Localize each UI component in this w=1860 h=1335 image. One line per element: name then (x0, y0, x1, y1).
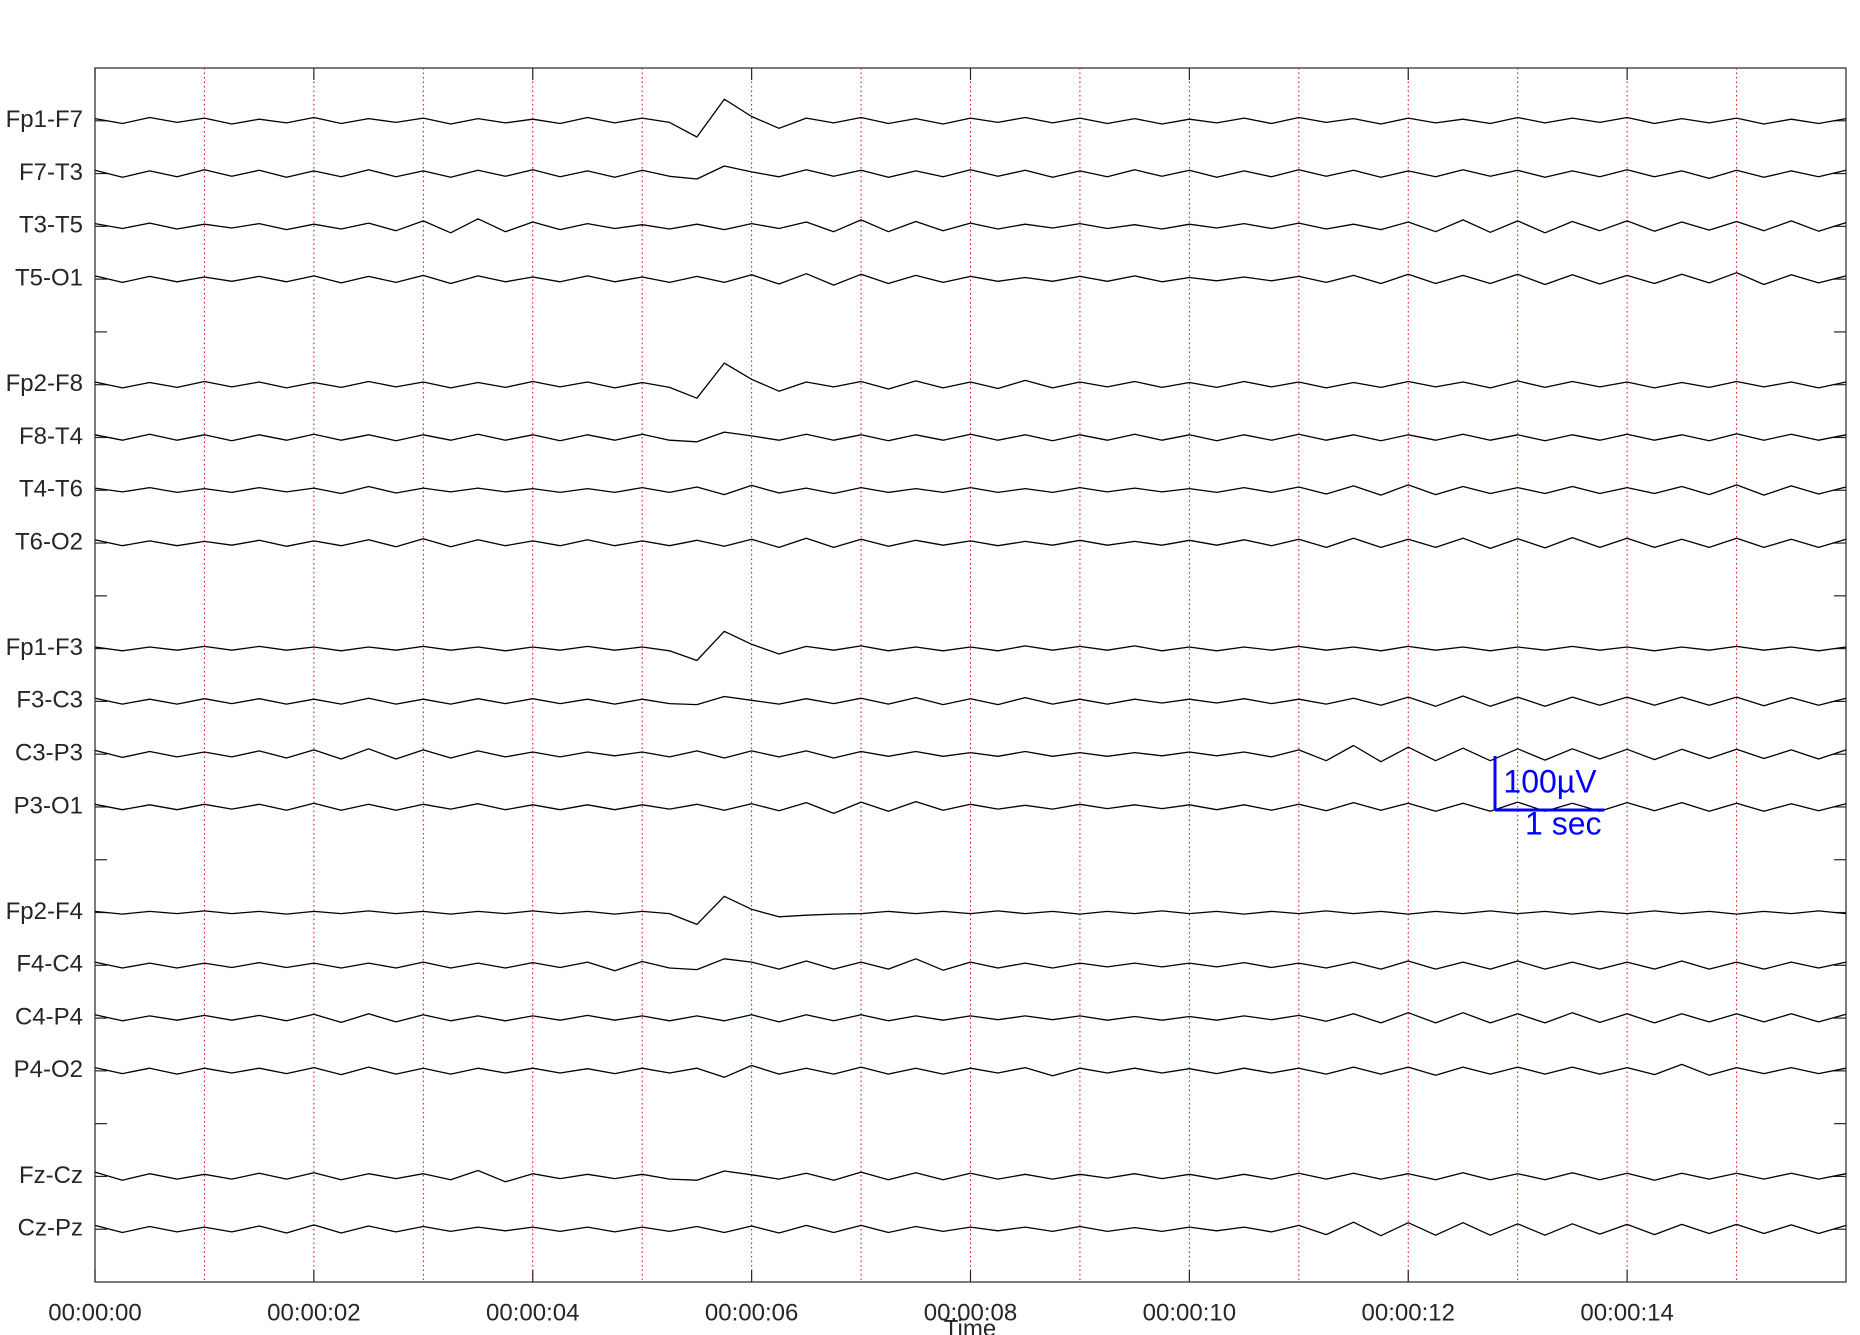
eeg-trace (94, 536, 1847, 550)
eeg-trace (94, 1063, 1847, 1078)
eeg-trace (94, 1012, 1847, 1024)
eeg-trace (94, 895, 1847, 926)
channel-label: Fp1-F7 (6, 106, 83, 133)
channel-label: C4-P4 (15, 1003, 83, 1030)
eeg-trace (94, 1169, 1847, 1183)
x-tick-label: 00:00:00 (48, 1299, 141, 1326)
channel-label: T6-O2 (15, 528, 83, 555)
channel-label: T4-T6 (19, 476, 83, 503)
x-tick-label: 00:00:12 (1362, 1299, 1455, 1326)
channel-label: C3-P3 (15, 740, 83, 767)
x-tick-label: 00:00:10 (1143, 1299, 1236, 1326)
eeg-trace (94, 744, 1847, 763)
eeg-trace (94, 98, 1847, 138)
channel-label: F7-T3 (19, 159, 83, 186)
channel-label: Fz-Cz (19, 1162, 83, 1189)
x-tick-label: 00:00:14 (1580, 1299, 1673, 1326)
channel-label: P3-O1 (14, 792, 83, 819)
channel-label: F4-C4 (16, 951, 83, 978)
eeg-trace (94, 165, 1847, 180)
eeg-trace (94, 484, 1847, 496)
x-tick-label: 00:00:08 (924, 1299, 1017, 1326)
eeg-trace (94, 431, 1847, 443)
eeg-trace (94, 695, 1847, 707)
channel-label: Fp1-F3 (6, 634, 83, 661)
channel-label: Fp2-F8 (6, 370, 83, 397)
channel-label: F3-C3 (16, 687, 83, 714)
channel-label: P4-O2 (14, 1056, 83, 1083)
x-tick-label: 00:00:06 (705, 1299, 798, 1326)
x-axis-label: Time (944, 1315, 996, 1335)
x-tick-label: 00:00:02 (267, 1299, 360, 1326)
eeg-trace (94, 630, 1847, 662)
eeg-trace (94, 362, 1847, 399)
channel-label: F8-T4 (19, 423, 83, 450)
x-tick-label: 00:00:04 (486, 1299, 579, 1326)
channel-label: Cz-Pz (18, 1215, 83, 1242)
eeg-trace (94, 272, 1847, 286)
channel-label: Fp2-F4 (6, 898, 83, 925)
scale-duration-label: 1 sec (1525, 805, 1601, 841)
channel-label: T3-T5 (19, 212, 83, 239)
eeg-trace (94, 218, 1847, 234)
eeg-trace (94, 1221, 1847, 1237)
channel-label: T5-O1 (15, 264, 83, 291)
eeg-trace (94, 958, 1847, 972)
scale-amplitude-label: 100µV (1503, 763, 1597, 799)
